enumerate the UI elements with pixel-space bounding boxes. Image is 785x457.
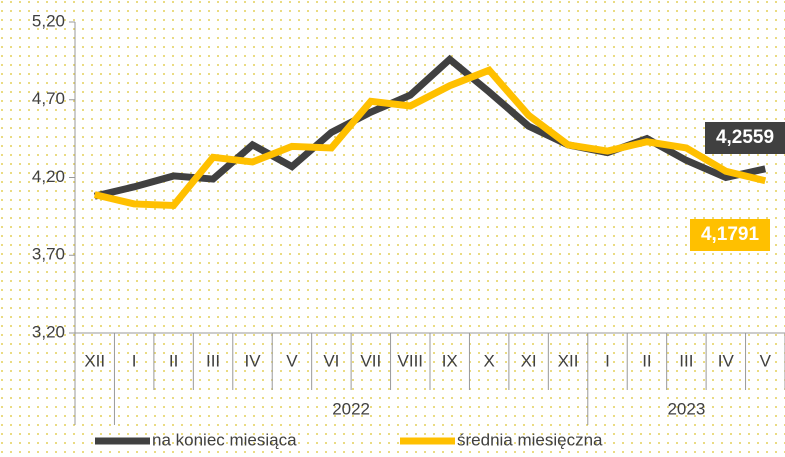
legend-label: średnia miesięczna — [457, 430, 603, 449]
x-tick-label: IX — [442, 351, 458, 370]
x-tick-label: I — [132, 351, 137, 370]
series-line — [93, 66, 767, 210]
value-label-box — [690, 219, 770, 251]
y-tick-label: 4,70 — [32, 89, 65, 108]
x-tick-label: III — [679, 351, 693, 370]
group-label: 2023 — [667, 399, 705, 418]
x-tick-label: X — [483, 351, 494, 370]
y-tick-label: 4,20 — [32, 167, 65, 186]
x-tick-label: VIII — [398, 351, 424, 370]
x-tick-label: XII — [84, 351, 105, 370]
value-label-box — [705, 122, 785, 154]
x-tick-label: VII — [360, 351, 381, 370]
value-label: 4,2559 — [716, 127, 774, 148]
x-tick-label: VI — [323, 351, 339, 370]
x-tick-label: IV — [244, 351, 261, 370]
x-tick-label: XI — [521, 351, 537, 370]
x-tick-label: V — [760, 351, 772, 370]
x-tick-label: II — [169, 351, 178, 370]
y-tick-label: 5,20 — [32, 11, 65, 30]
value-label: 4,1791 — [701, 224, 760, 245]
x-tick-label: II — [642, 351, 651, 370]
group-label: 2022 — [332, 399, 370, 418]
x-tick-label: IV — [718, 351, 735, 370]
x-tick-label: V — [286, 351, 298, 370]
y-tick-label: 3,70 — [32, 245, 65, 264]
x-tick-label: I — [605, 351, 610, 370]
legend-label: na koniec miesiąca — [152, 430, 297, 449]
x-tick-label: XII — [558, 351, 579, 370]
y-tick-label: 3,20 — [32, 322, 65, 341]
x-tick-label: III — [206, 351, 220, 370]
